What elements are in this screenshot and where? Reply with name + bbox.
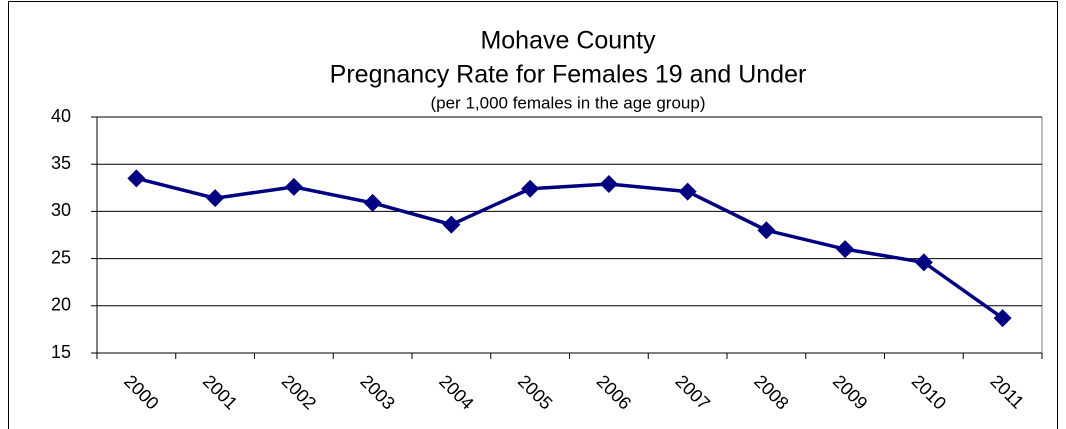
marker — [442, 215, 461, 234]
y-tick-label: 25 — [51, 247, 71, 267]
marker — [678, 182, 697, 201]
marker — [836, 240, 855, 259]
marker — [914, 253, 933, 272]
x-tick-label: 2000 — [120, 371, 162, 413]
marker — [284, 177, 303, 196]
x-tick-label: 2002 — [278, 371, 320, 413]
marker — [363, 193, 382, 212]
marker — [993, 309, 1012, 328]
chart-title: Pregnancy Rate for Females 19 and Under — [330, 61, 807, 89]
marker — [206, 189, 225, 208]
y-tick-label: 40 — [51, 106, 71, 126]
x-tick-label: 2011 — [986, 371, 1028, 413]
x-tick-label: 2003 — [356, 371, 398, 413]
chart-border — [8, 1, 1058, 429]
x-tick-label: 2008 — [750, 371, 792, 413]
marker — [599, 175, 618, 194]
y-tick-label: 30 — [51, 200, 71, 220]
x-tick-label: 2005 — [514, 371, 556, 413]
chart-subtitle: (per 1,000 females in the age group) — [430, 93, 705, 112]
marker — [757, 221, 776, 240]
x-tick-label: 2010 — [908, 371, 950, 413]
x-tick-label: 2001 — [199, 371, 241, 413]
x-tick-label: 2007 — [671, 371, 713, 413]
chart-title: Mohave County — [480, 27, 656, 55]
x-tick-label: 2009 — [829, 371, 871, 413]
x-tick-label: 2004 — [435, 371, 477, 413]
marker — [127, 169, 146, 188]
marker — [521, 179, 540, 198]
line — [135, 176, 1004, 320]
y-tick-label: 35 — [51, 153, 71, 173]
y-tick-label: 20 — [51, 295, 71, 315]
x-tick-label: 2006 — [593, 371, 635, 413]
y-tick-label: 15 — [51, 342, 71, 362]
